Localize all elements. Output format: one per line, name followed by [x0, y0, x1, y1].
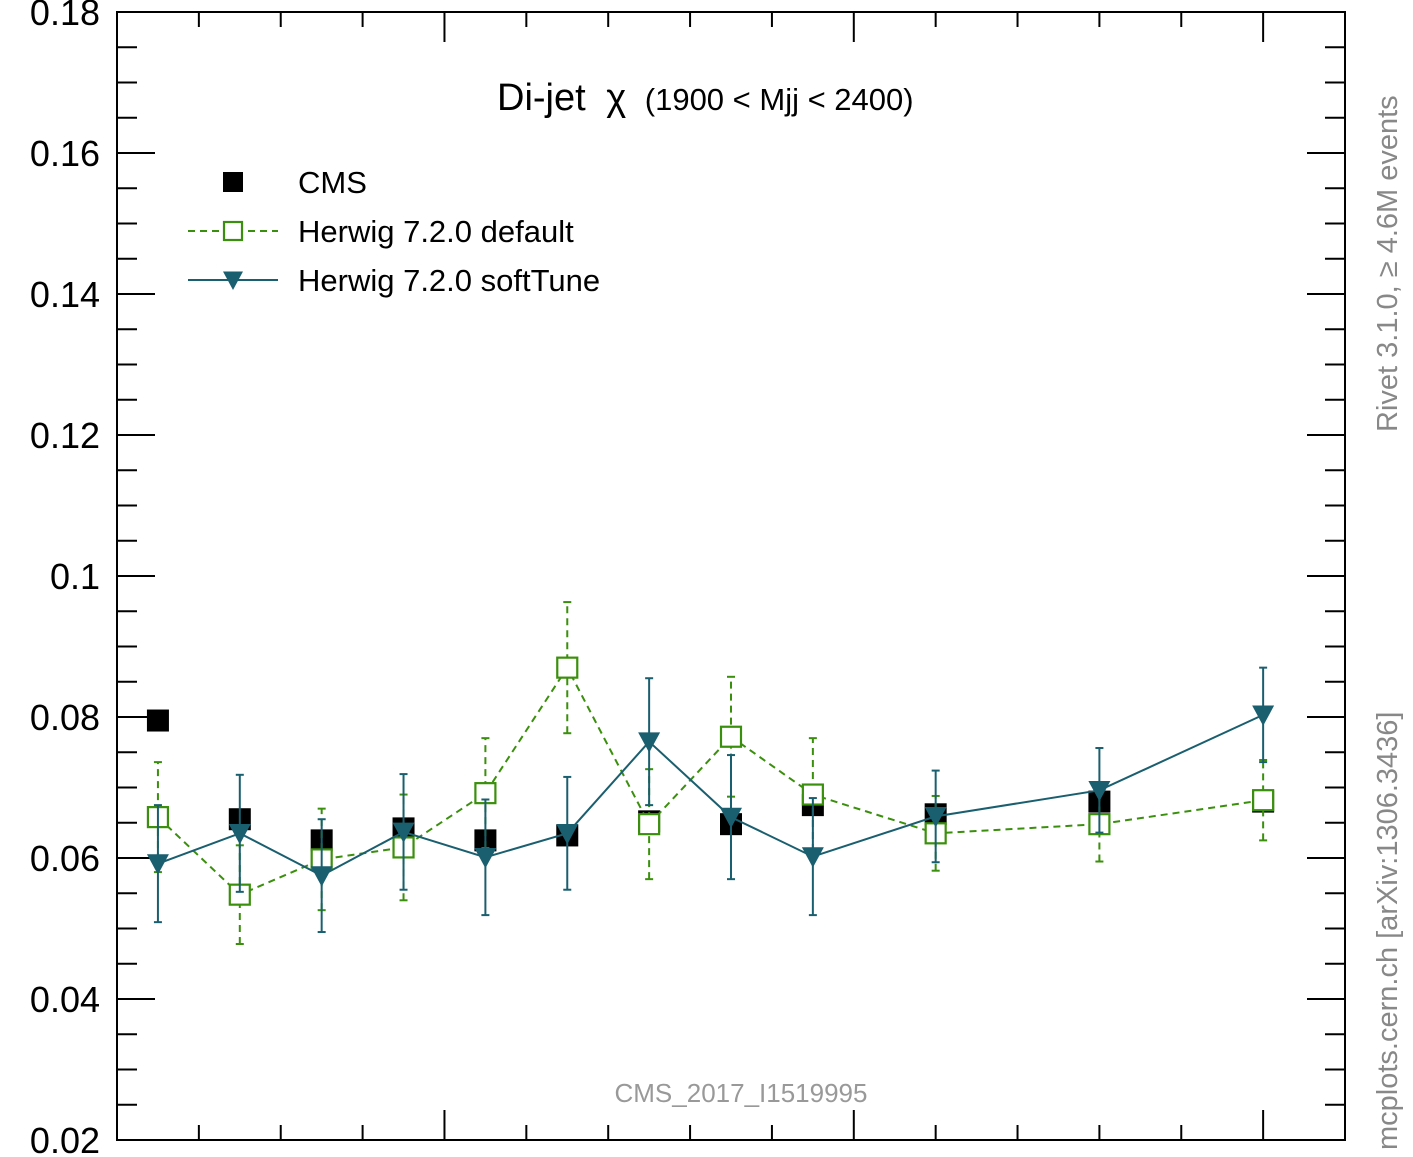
data-point: [1252, 705, 1275, 726]
data-point: [310, 866, 333, 887]
analysis-watermark: CMS_2017_I1519995: [615, 1078, 868, 1108]
data-point: [801, 847, 824, 868]
data-point: [720, 807, 742, 829]
title-main: Di-jet: [497, 77, 586, 119]
series-herwig-7-2-0-softtune: [146, 666, 1275, 934]
y-tick-label: 0.02: [30, 1120, 100, 1157]
legend-marker: [222, 220, 244, 242]
y-tick-label: 0.12: [30, 415, 100, 456]
series-line: [157, 665, 1264, 896]
data-point: [638, 732, 661, 753]
data-point: [228, 823, 251, 845]
y-tick-label: 0.06: [30, 838, 100, 879]
series-layer: [146, 601, 1275, 946]
axes: 0.02 0.04 0.06 0.08 0.1 0.12 0.14 0.16 0.18: [30, 0, 1346, 1157]
legend-label: CMS: [298, 165, 367, 200]
data-point: [556, 656, 579, 679]
data-point: [1088, 780, 1111, 802]
title-symbol: χ: [606, 77, 626, 119]
legend-label: Herwig 7.2.0 default: [298, 214, 574, 249]
series-herwig-7-2-0-default: [146, 601, 1275, 946]
y-tick-label: 0.18: [30, 0, 100, 33]
legend: CMS Herwig 7.2.0 default Herwig 7.2.0 soft…: [188, 165, 600, 298]
data-point: [924, 807, 947, 828]
data-point: [1252, 789, 1275, 812]
series-line: [157, 713, 1264, 877]
y-tick-label: 0.04: [30, 979, 100, 1020]
chart-title: Di-jet χ (1900 < Mjj < 2400): [497, 77, 914, 119]
data-point: [146, 709, 169, 732]
title-range: (1900 < Mjj < 2400): [645, 82, 914, 117]
y-tick-label: 0.08: [30, 697, 100, 738]
mcplots-side-label: mcplots.cern.ch [arXiv:1306.3436]: [1372, 712, 1404, 1150]
data-point: [474, 847, 497, 869]
legend-marker: [223, 271, 243, 290]
y-tick-label: 0.1: [50, 556, 100, 597]
legend-label: Herwig 7.2.0 softTune: [298, 263, 600, 298]
legend-item: Herwig 7.2.0 default: [188, 214, 574, 249]
y-tick-label: 0.14: [30, 274, 100, 315]
rivet-side-label: Rivet 3.1.0, ≥ 4.6M events: [1372, 95, 1404, 432]
legend-item: Herwig 7.2.0 softTune: [188, 263, 600, 298]
y-tick-label: 0.16: [30, 133, 100, 174]
data-point: [146, 854, 169, 875]
data-point: [719, 725, 743, 748]
legend-item: CMS: [223, 165, 367, 200]
data-point: [556, 823, 579, 845]
data-point: [638, 813, 661, 836]
legend-marker: [223, 172, 243, 192]
data-point: [392, 822, 415, 843]
